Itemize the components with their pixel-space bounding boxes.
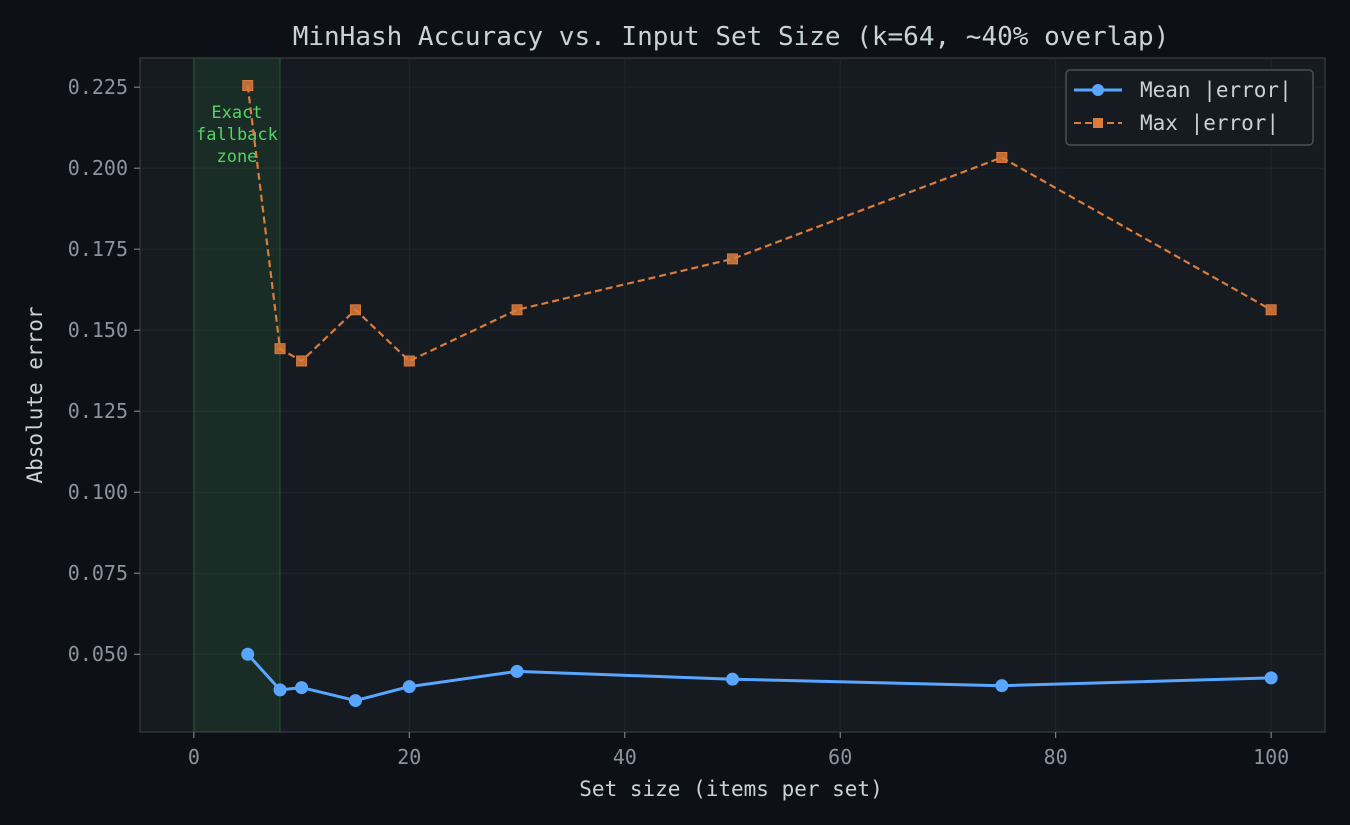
chart-title: MinHash Accuracy vs. Input Set Size (k=6… bbox=[293, 22, 1170, 52]
series-point-1 bbox=[403, 355, 415, 367]
legend-mean-marker bbox=[1092, 84, 1104, 96]
series-point-0 bbox=[273, 683, 287, 697]
series-line-1 bbox=[246, 85, 1272, 363]
tick-layer: 0 20 40 60 80 100 0.050 0.075 0.100 0.125 0.150 0.1… bbox=[68, 75, 1289, 769]
x-tick-label: 40 bbox=[613, 745, 637, 769]
series-point-0 bbox=[295, 681, 309, 695]
y-tick-label: 0.050 bbox=[68, 642, 128, 666]
fallback-zone-label: zone bbox=[216, 147, 257, 167]
series-point-1 bbox=[349, 304, 361, 316]
plot-area bbox=[139, 57, 1326, 733]
x-tick-label: 60 bbox=[828, 745, 852, 769]
x-tick-label: 20 bbox=[397, 745, 421, 769]
x-axis-label: Set size (items per set) bbox=[579, 777, 882, 801]
legend: Mean |error| Max |error| bbox=[1065, 69, 1314, 146]
series-point-0 bbox=[726, 672, 739, 686]
series-point-0 bbox=[348, 694, 362, 708]
legend-max-marker bbox=[1093, 118, 1103, 128]
y-tick-label: 0.150 bbox=[68, 318, 128, 342]
fallback-zone-label: fallback bbox=[196, 125, 278, 145]
x-tick-label: 100 bbox=[1253, 745, 1289, 769]
x-tick-label: 0 bbox=[188, 745, 200, 769]
y-tick-label: 0.175 bbox=[68, 237, 128, 261]
series-point-1 bbox=[274, 343, 286, 355]
y-tick-label: 0.075 bbox=[68, 561, 128, 585]
fallback-zone-band bbox=[193, 58, 281, 732]
series-point-0 bbox=[510, 664, 524, 678]
legend-max-label: Max |error| bbox=[1140, 111, 1279, 136]
series-point-1 bbox=[511, 304, 523, 316]
x-tick-label: 80 bbox=[1044, 745, 1068, 769]
legend-box bbox=[1065, 69, 1314, 146]
series-point-1 bbox=[996, 151, 1008, 163]
series-point-0 bbox=[402, 680, 416, 694]
y-tick-label: 0.125 bbox=[68, 399, 128, 423]
y-tick-label: 0.225 bbox=[68, 75, 128, 99]
grid bbox=[140, 58, 1325, 732]
series-point-0 bbox=[1264, 671, 1278, 685]
series-layer bbox=[241, 80, 1278, 708]
series-point-1 bbox=[727, 253, 738, 265]
series-point-1 bbox=[296, 355, 308, 367]
series-point-0 bbox=[995, 679, 1009, 693]
y-axis-label: Absolute error bbox=[23, 306, 47, 483]
series-point-1 bbox=[1265, 304, 1277, 316]
y-tick-label: 0.200 bbox=[68, 156, 128, 180]
series-point-0 bbox=[241, 647, 255, 661]
fallback-zone-label: Exact bbox=[211, 103, 262, 123]
y-tick-label: 0.100 bbox=[68, 480, 128, 504]
series-point-1 bbox=[242, 80, 254, 92]
legend-mean-label: Mean |error| bbox=[1140, 78, 1292, 103]
